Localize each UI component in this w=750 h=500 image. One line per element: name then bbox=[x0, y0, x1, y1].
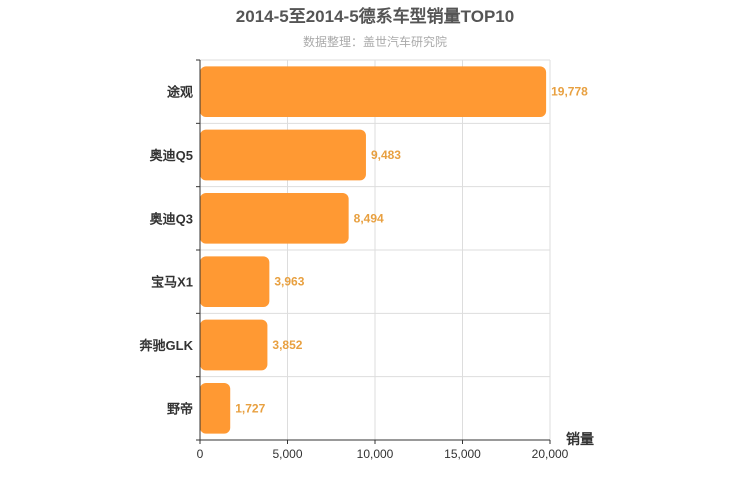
x-tick-label: 15,000 bbox=[444, 447, 481, 461]
category-label: 奥迪Q3 bbox=[150, 211, 193, 226]
category-label: 宝马X1 bbox=[151, 275, 193, 290]
grid-lines bbox=[200, 59, 551, 440]
category-label: 野帝 bbox=[167, 401, 193, 416]
chart-subtitle: 数据整理：盖世汽车研究院 bbox=[303, 34, 447, 49]
value-label: 19,778 bbox=[551, 85, 588, 99]
x-tick-label: 5,000 bbox=[272, 447, 302, 461]
category-label: 奥迪Q5 bbox=[150, 148, 193, 163]
x-tick-label: 20,000 bbox=[532, 447, 569, 461]
value-label: 8,494 bbox=[354, 211, 384, 225]
category-label: 奔驰GLK bbox=[139, 338, 194, 353]
bar bbox=[200, 66, 547, 117]
axes bbox=[196, 59, 551, 444]
x-tick-label: 10,000 bbox=[357, 447, 394, 461]
x-tick-label: 0 bbox=[197, 447, 204, 461]
bar bbox=[200, 383, 231, 434]
value-label: 3,852 bbox=[272, 338, 302, 352]
bar bbox=[200, 129, 366, 181]
bar bbox=[200, 319, 268, 371]
value-label: 3,963 bbox=[274, 275, 304, 289]
bar bbox=[200, 256, 270, 307]
chart-title: 2014-5至2014-5德系车型销量TOP10 bbox=[236, 6, 514, 26]
bar bbox=[200, 193, 349, 244]
bars bbox=[200, 66, 547, 434]
x-axis-name: 销量 bbox=[566, 431, 594, 447]
value-label: 9,483 bbox=[371, 148, 401, 162]
category-label: 途观 bbox=[167, 85, 193, 100]
labels: 19,778 途观 9,483 奥迪Q5 8,494 奥迪Q3 3,963 宝马X1 3,852… bbox=[139, 85, 589, 461]
value-label: 1,727 bbox=[235, 401, 265, 415]
